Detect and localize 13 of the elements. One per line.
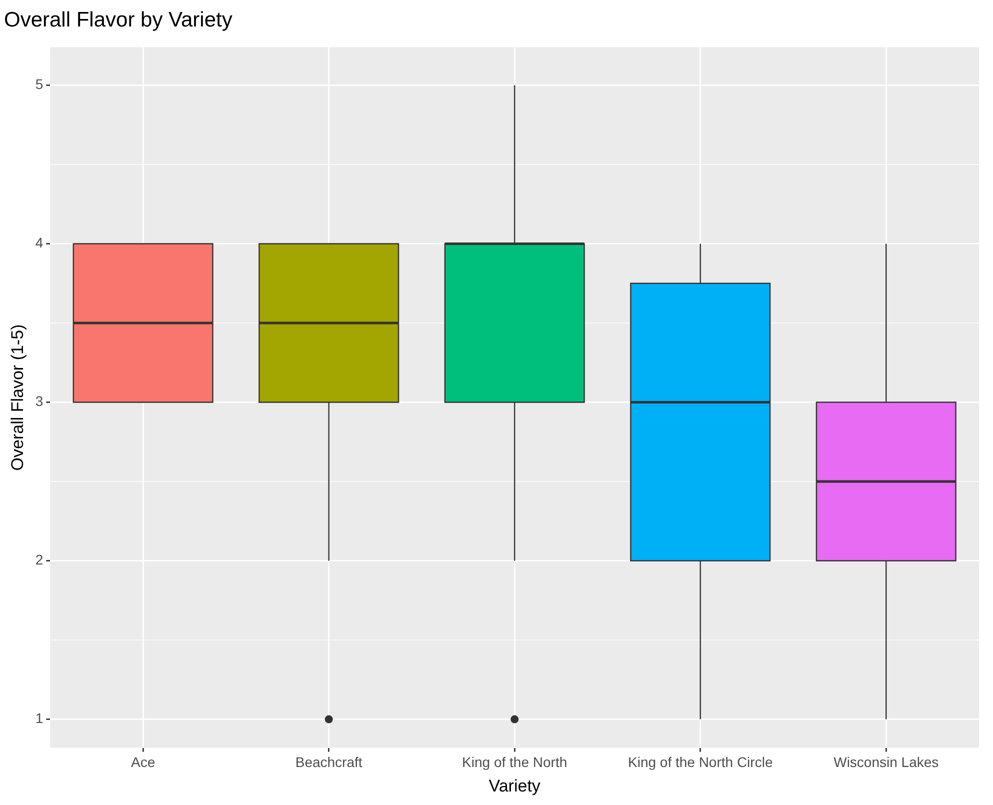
y-tick-label: 3	[35, 393, 44, 410]
x-tick-label: King of the North	[462, 754, 568, 770]
y-axis-title: Overall Flavor (1-5)	[8, 324, 27, 471]
x-tick-label: Wisconsin Lakes	[834, 754, 939, 770]
y-tick-label: 5	[35, 76, 44, 92]
x-axis-title: Variety	[488, 776, 541, 796]
y-tick-label: 4	[35, 234, 44, 251]
x-tick-label: Beachcraft	[295, 754, 362, 770]
x-tick-label: King of the North Circle	[628, 754, 773, 770]
x-tick-label: Ace	[131, 754, 156, 770]
y-tick-label: 2	[35, 552, 44, 568]
chart-title: Overall Flavor by Variety	[4, 8, 233, 32]
y-tick-label: 1	[35, 710, 44, 726]
